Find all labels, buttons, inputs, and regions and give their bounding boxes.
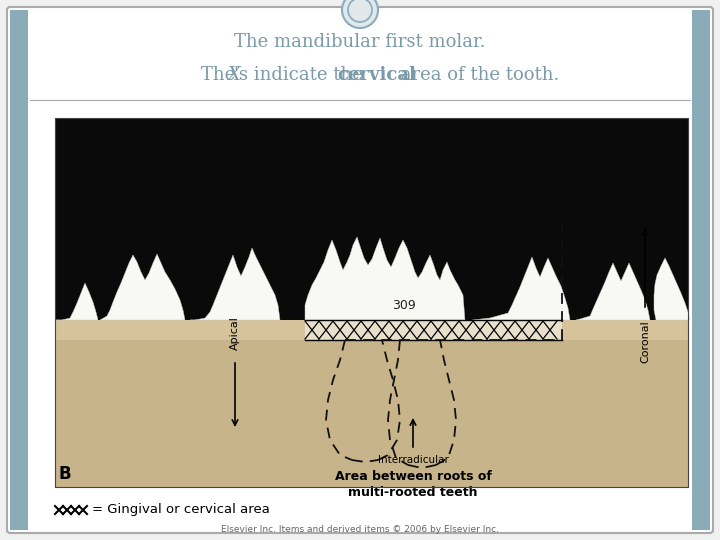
- Text: = Gingival or cervical area: = Gingival or cervical area: [92, 503, 270, 516]
- Bar: [55, 320, 688, 340]
- Polygon shape: [472, 257, 570, 320]
- Text: B: B: [59, 465, 71, 483]
- Text: Coronal: Coronal: [640, 320, 650, 363]
- Bar: [692, 10, 710, 530]
- Text: The: The: [202, 66, 241, 84]
- Text: Apical: Apical: [230, 316, 240, 350]
- Polygon shape: [576, 263, 650, 320]
- Text: Area between roots of
multi-rooted teeth: Area between roots of multi-rooted teeth: [335, 470, 492, 499]
- Text: Interradicular: Interradicular: [377, 455, 449, 465]
- FancyBboxPatch shape: [7, 7, 713, 533]
- Text: area of the tooth.: area of the tooth.: [395, 66, 559, 84]
- Text: Elsevier Inc. Items and derived items © 2006 by Elsevier Inc.: Elsevier Inc. Items and derived items © …: [221, 525, 499, 535]
- Polygon shape: [190, 248, 280, 320]
- Text: X: X: [228, 66, 240, 84]
- Text: 309: 309: [392, 299, 415, 312]
- Bar: [10, 10, 28, 530]
- Polygon shape: [305, 237, 465, 320]
- Text: The mandibular first molar.: The mandibular first molar.: [234, 33, 486, 51]
- Bar: [55, 118, 688, 487]
- Polygon shape: [100, 254, 185, 320]
- Bar: [55, 320, 688, 487]
- Text: cervical: cervical: [338, 66, 416, 84]
- Polygon shape: [55, 283, 98, 320]
- Bar: [55, 118, 688, 487]
- Polygon shape: [654, 258, 690, 320]
- Bar: [305, 320, 562, 340]
- Text: 's indicate the: 's indicate the: [233, 66, 368, 84]
- Circle shape: [342, 0, 378, 28]
